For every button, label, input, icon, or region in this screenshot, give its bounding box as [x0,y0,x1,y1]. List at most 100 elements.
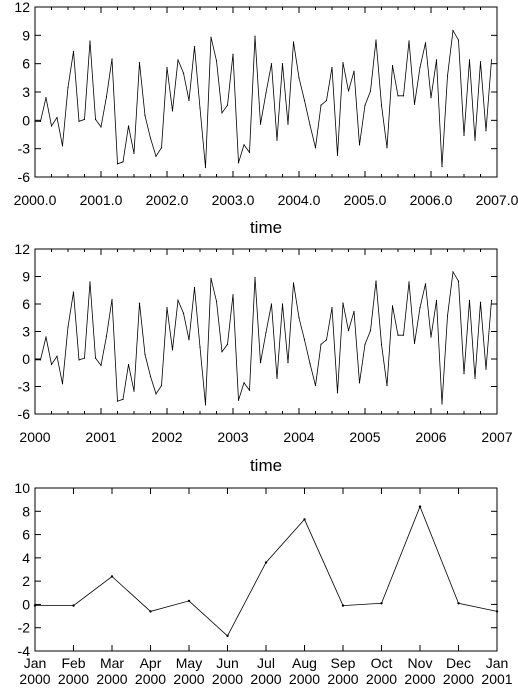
data-point [138,302,141,304]
data-point [144,353,146,356]
data-point [441,166,443,168]
x-tick-label: 2004 [283,429,314,445]
data-point [122,161,124,163]
data-point [160,147,163,149]
data-point [122,398,124,400]
data-point [424,283,427,285]
x-tick-label-month: Oct [371,655,393,671]
data-point [380,104,383,106]
data-point [265,331,267,334]
data-point [309,362,311,365]
y-tick-label: 6 [22,56,30,72]
data-point [182,72,185,74]
data-point [199,107,201,109]
y-tick-label: -3 [18,141,31,157]
x-tick-label-month: Dec [446,655,471,671]
data-point [413,103,416,105]
data-point [369,329,372,332]
data-point [490,299,493,301]
data-point [364,104,366,106]
x-axis-title: time [250,218,282,237]
data-point [259,123,262,125]
x-tick-label-month: Apr [140,655,162,671]
series-line [35,29,492,168]
data-point [375,280,377,282]
x-tick-label-month: Feb [61,655,85,671]
data-point [89,40,91,42]
data-point [34,120,36,122]
x-tick-label-month: Jan [486,655,509,671]
data-point [149,610,152,613]
data-point [193,286,196,289]
x-tick-label: 2006.0 [410,192,453,208]
data-point [479,61,482,63]
x-tick-label-month: Jan [24,655,47,671]
data-point [221,351,223,353]
data-point [380,343,383,345]
data-point [474,139,476,141]
data-point [391,64,394,67]
data-point [243,382,245,384]
data-point [72,291,75,293]
data-point [358,144,361,146]
y-tick-label: -6 [18,406,31,422]
data-point [204,166,207,169]
x-axis-title: time [250,456,282,475]
data-point [418,505,422,508]
data-point [187,599,191,603]
data-point [226,104,229,106]
data-point [474,377,476,379]
x-tick-label: 2005.0 [344,192,387,208]
data-point [94,357,97,359]
y-tick-label: 0 [22,112,30,128]
data-point [67,86,69,88]
data-point [39,359,42,361]
data-point [342,302,344,304]
y-tick-label: 0 [22,351,30,367]
y-tick-label: -6 [18,169,31,185]
y-tick-label: 9 [22,269,30,285]
data-point [468,299,471,301]
data-point [457,602,460,605]
data-point [314,384,317,387]
data-point [61,383,64,385]
data-point [452,30,454,32]
x-tick-label: 2005 [349,429,380,445]
data-point [287,123,289,125]
data-point [116,163,119,165]
data-point [210,36,212,38]
data-point [298,77,300,79]
data-point [232,53,234,55]
data-point [341,604,345,607]
data-point [276,377,278,379]
data-point [78,120,80,122]
data-point [89,281,91,283]
data-point [61,145,64,147]
x-tick-label-year: 2000 [443,671,474,687]
data-point [243,144,245,146]
data-point [188,339,190,341]
data-point [413,342,416,345]
data-point [292,282,295,284]
data-point [50,363,53,366]
data-point [281,63,284,65]
data-point [386,384,388,387]
x-tick-label-year: 2000 [289,671,320,687]
y-tick-label: -3 [18,379,31,395]
data-point [177,299,179,301]
data-point [495,610,499,613]
x-tick-label-year: 2000 [173,671,204,687]
data-point [138,62,141,64]
x-tick-label-year: 2000 [327,671,358,687]
data-point [270,303,273,305]
data-point [210,277,212,279]
data-point [254,35,256,37]
data-point [67,326,69,328]
data-point [83,357,86,359]
data-point [72,50,75,52]
data-point [39,120,42,122]
data-point [56,355,58,357]
y-tick-label: 12 [14,241,30,257]
data-point [160,384,163,387]
data-point [221,112,223,114]
